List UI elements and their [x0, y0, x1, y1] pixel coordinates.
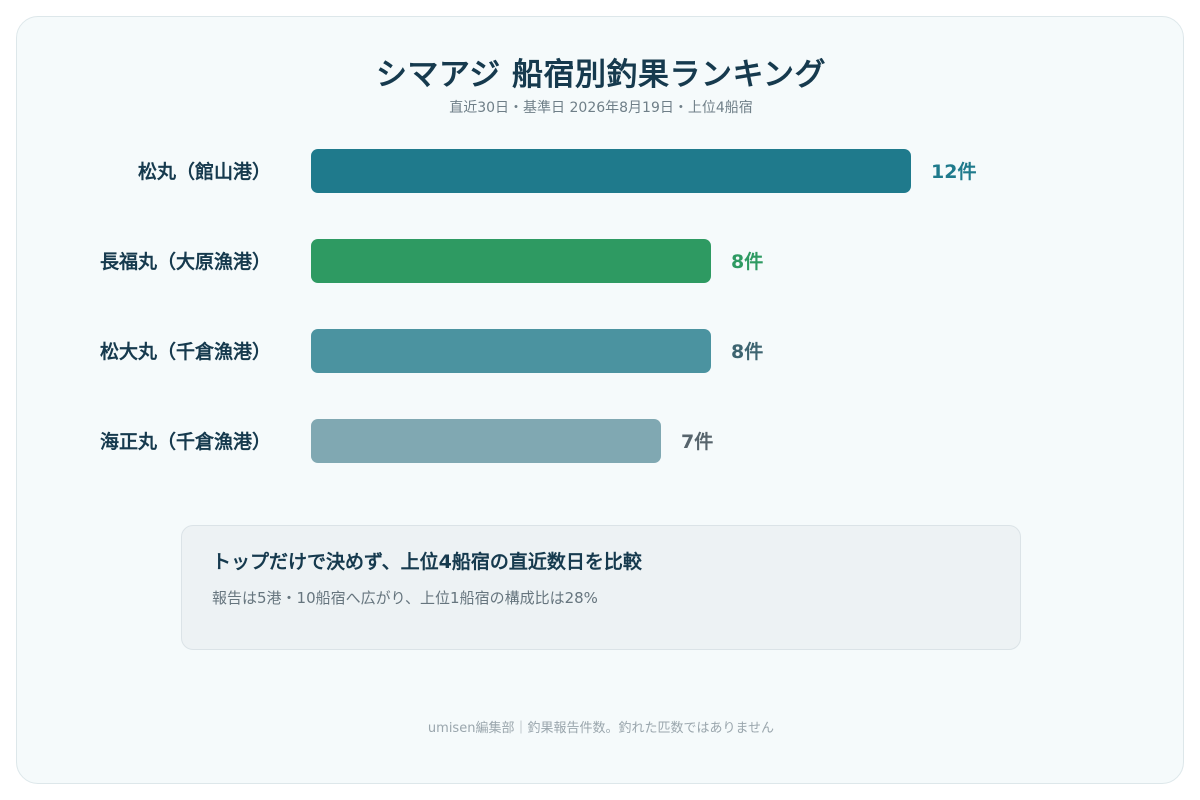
category-label: 松大丸（千倉漁港）	[100, 340, 271, 363]
category-label: 松丸（館山港）	[138, 160, 271, 183]
bar	[311, 419, 661, 463]
chart-subtitle: 直近30日・基準日 2026年8月19日・上位4船宿	[449, 100, 753, 116]
category-label: 海正丸（千倉漁港）	[100, 430, 271, 453]
insight-note: トップだけで決めず、上位4船宿の直近数日を比較 報告は5港・10船宿へ広がり、上…	[181, 525, 1021, 650]
value-label: 8件	[731, 340, 763, 363]
bar	[311, 149, 911, 193]
chart-card: シマアジ 船宿別釣果ランキング 直近30日・基準日 2026年8月19日・上位4…	[16, 16, 1184, 784]
bar	[311, 239, 711, 283]
footer-note: umisen編集部｜釣果報告件数。釣れた匹数ではありません	[427, 721, 775, 736]
bar	[311, 329, 711, 373]
chart-title: シマアジ 船宿別釣果ランキング	[375, 57, 827, 93]
value-label: 7件	[681, 430, 713, 453]
note-title: トップだけで決めず、上位4船宿の直近数日を比較	[212, 551, 642, 573]
note-body: 報告は5港・10船宿へ広がり、上位1船宿の構成比は28%	[212, 589, 598, 607]
value-label: 12件	[931, 160, 976, 183]
category-label: 長福丸（大原漁港）	[100, 250, 271, 273]
value-label: 8件	[731, 250, 763, 273]
